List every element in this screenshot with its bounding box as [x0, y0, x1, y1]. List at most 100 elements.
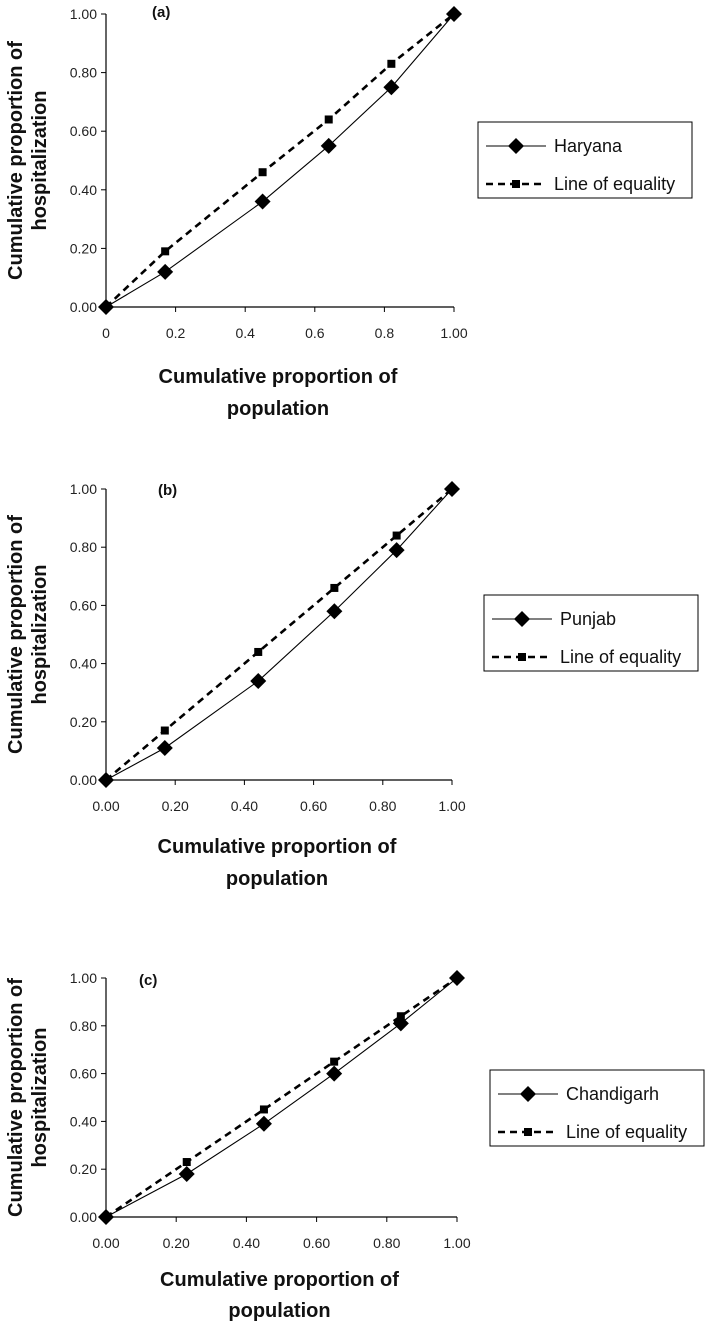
legend-square-marker [512, 180, 520, 188]
x-axis-title-line: Cumulative proportion of [158, 836, 397, 858]
x-tick-label: 0.6 [305, 325, 325, 341]
y-tick-label: 0.80 [70, 65, 97, 81]
lorenz-chart-a: 0.00 0.20 0.40 0.60 0.80 1.00 0 0.2 0.4 0.6 0.8 1.0… [5, 4, 693, 420]
legend-label: Line of equality [560, 647, 681, 667]
equality-square-marker [324, 115, 333, 124]
x-tick-label: 0.00 [92, 798, 119, 814]
x-tick-label: 0.20 [163, 1235, 190, 1251]
legend-label: Chandigarh [566, 1084, 659, 1104]
lorenz-chart-b: 0.00 0.20 0.40 0.60 0.80 1.00 0.00 0.20 0.40 0.60… [5, 481, 699, 890]
state-diamond-marker [388, 542, 405, 559]
y-axis-title-line: Cumulative proportion of [5, 41, 27, 280]
y-tick-label: 0.00 [70, 1209, 97, 1225]
panel-label: (c) [139, 972, 157, 989]
equality-series-line [105, 488, 453, 781]
equality-square-marker [330, 583, 339, 592]
state-diamond-marker [255, 1115, 272, 1132]
state-diamond-marker [320, 137, 337, 154]
y-tick-label: 0.40 [70, 656, 97, 672]
chart-panel-a: 0.00 0.20 0.40 0.60 0.80 1.00 0 0.2 0.4 0.6 0.8 1.0… [0, 0, 707, 440]
y-tick-label: 0.60 [70, 1066, 97, 1082]
y-axis-title-line: hospitalization [29, 565, 51, 705]
panel-label: (b) [158, 482, 177, 499]
panel-label: (a) [152, 4, 170, 21]
legend: Chandigarh Line of equality [489, 1069, 705, 1147]
x-tick-label: 1.00 [440, 325, 467, 341]
y-axis-title-line: Cumulative proportion of [5, 978, 27, 1217]
chart-panel-b: 0.00 0.20 0.40 0.60 0.80 1.00 0.00 0.20 0.40 0.60… [0, 470, 707, 910]
y-tick-label: 0.60 [70, 597, 97, 613]
legend-label: Haryana [554, 136, 623, 156]
legend-diamond-marker [520, 1086, 536, 1102]
x-tick-label: 0.4 [235, 325, 255, 341]
y-axis-title-line: hospitalization [29, 91, 51, 231]
x-tick-label: 0.80 [369, 798, 396, 814]
equality-square-marker [453, 974, 461, 982]
legend-square-marker [524, 1128, 532, 1136]
x-tick-label: 0.8 [375, 325, 395, 341]
x-axis-title-line: Cumulative proportion of [160, 1269, 399, 1291]
y-tick-label: 0.20 [70, 240, 97, 256]
equality-square-marker [254, 647, 263, 656]
equality-square-marker [392, 531, 401, 540]
equality-square-marker [102, 1213, 110, 1221]
y-tick-label: 1.00 [70, 481, 97, 497]
equality-series-line [105, 976, 458, 1219]
equality-square-marker [182, 1158, 191, 1167]
state-series-line [105, 977, 458, 1218]
y-axis-title-line: hospitalization [29, 1028, 51, 1168]
equality-square-marker [396, 1012, 405, 1021]
x-tick-label: 0.40 [233, 1235, 260, 1251]
legend-label: Punjab [560, 609, 616, 629]
x-tick-label: 1.00 [443, 1235, 470, 1251]
y-tick-label: 0.20 [70, 1161, 97, 1177]
equality-square-marker [259, 1105, 268, 1114]
x-tick-label: 0.20 [162, 798, 189, 814]
state-diamond-marker [156, 739, 173, 756]
x-tick-label: 1.00 [438, 798, 465, 814]
legend-label: Line of equality [554, 174, 675, 194]
y-tick-label: 0.00 [70, 772, 97, 788]
chart-panel-c: 0.00 0.20 0.40 0.60 0.80 1.00 0.00 0.20 0.40 0.60… [0, 955, 707, 1328]
equality-series-line [105, 12, 455, 308]
y-tick-label: 0.00 [70, 299, 97, 315]
y-tick-label: 1.00 [70, 970, 97, 986]
x-axis-title-line: population [228, 1300, 330, 1322]
legend: Haryana Line of equality [477, 121, 693, 199]
x-tick-label: 0.80 [373, 1235, 400, 1251]
equality-square-marker [448, 485, 456, 493]
y-tick-label: 0.80 [70, 539, 97, 555]
y-tick-label: 0.60 [70, 123, 97, 139]
x-tick-label: 0.40 [231, 798, 258, 814]
equality-square-marker [330, 1057, 339, 1066]
state-diamond-marker [326, 603, 343, 620]
y-tick-label: 0.80 [70, 1018, 97, 1034]
state-series-line [105, 488, 453, 781]
equality-square-marker [161, 247, 170, 256]
x-tick-label: 0.00 [92, 1235, 119, 1251]
equality-square-marker [102, 303, 110, 311]
legend-diamond-marker [514, 611, 530, 627]
x-tick-label: 0.2 [166, 325, 186, 341]
equality-square-marker [258, 168, 267, 177]
state-diamond-marker [254, 193, 271, 210]
x-axis-title-line: population [226, 868, 328, 890]
state-series-line [105, 13, 455, 308]
legend: Punjab Line of equality [483, 594, 699, 672]
equality-square-marker [450, 10, 458, 18]
state-diamond-marker [392, 1015, 409, 1032]
legend-label: Line of equality [566, 1122, 687, 1142]
lorenz-chart-c: 0.00 0.20 0.40 0.60 0.80 1.00 0.00 0.20 0.40 0.60… [5, 970, 705, 1322]
legend-square-marker [518, 653, 526, 661]
state-diamond-marker [383, 79, 400, 96]
y-axis-title-line: Cumulative proportion of [5, 515, 27, 754]
equality-square-marker [102, 776, 110, 784]
equality-square-marker [387, 59, 396, 68]
y-tick-label: 0.20 [70, 714, 97, 730]
y-tick-label: 0.40 [70, 182, 97, 198]
y-tick-label: 1.00 [70, 6, 97, 22]
x-axis-title-line: Cumulative proportion of [159, 366, 398, 388]
legend-diamond-marker [508, 138, 524, 154]
x-axis-title-line: population [227, 398, 329, 420]
state-diamond-marker [250, 673, 267, 690]
